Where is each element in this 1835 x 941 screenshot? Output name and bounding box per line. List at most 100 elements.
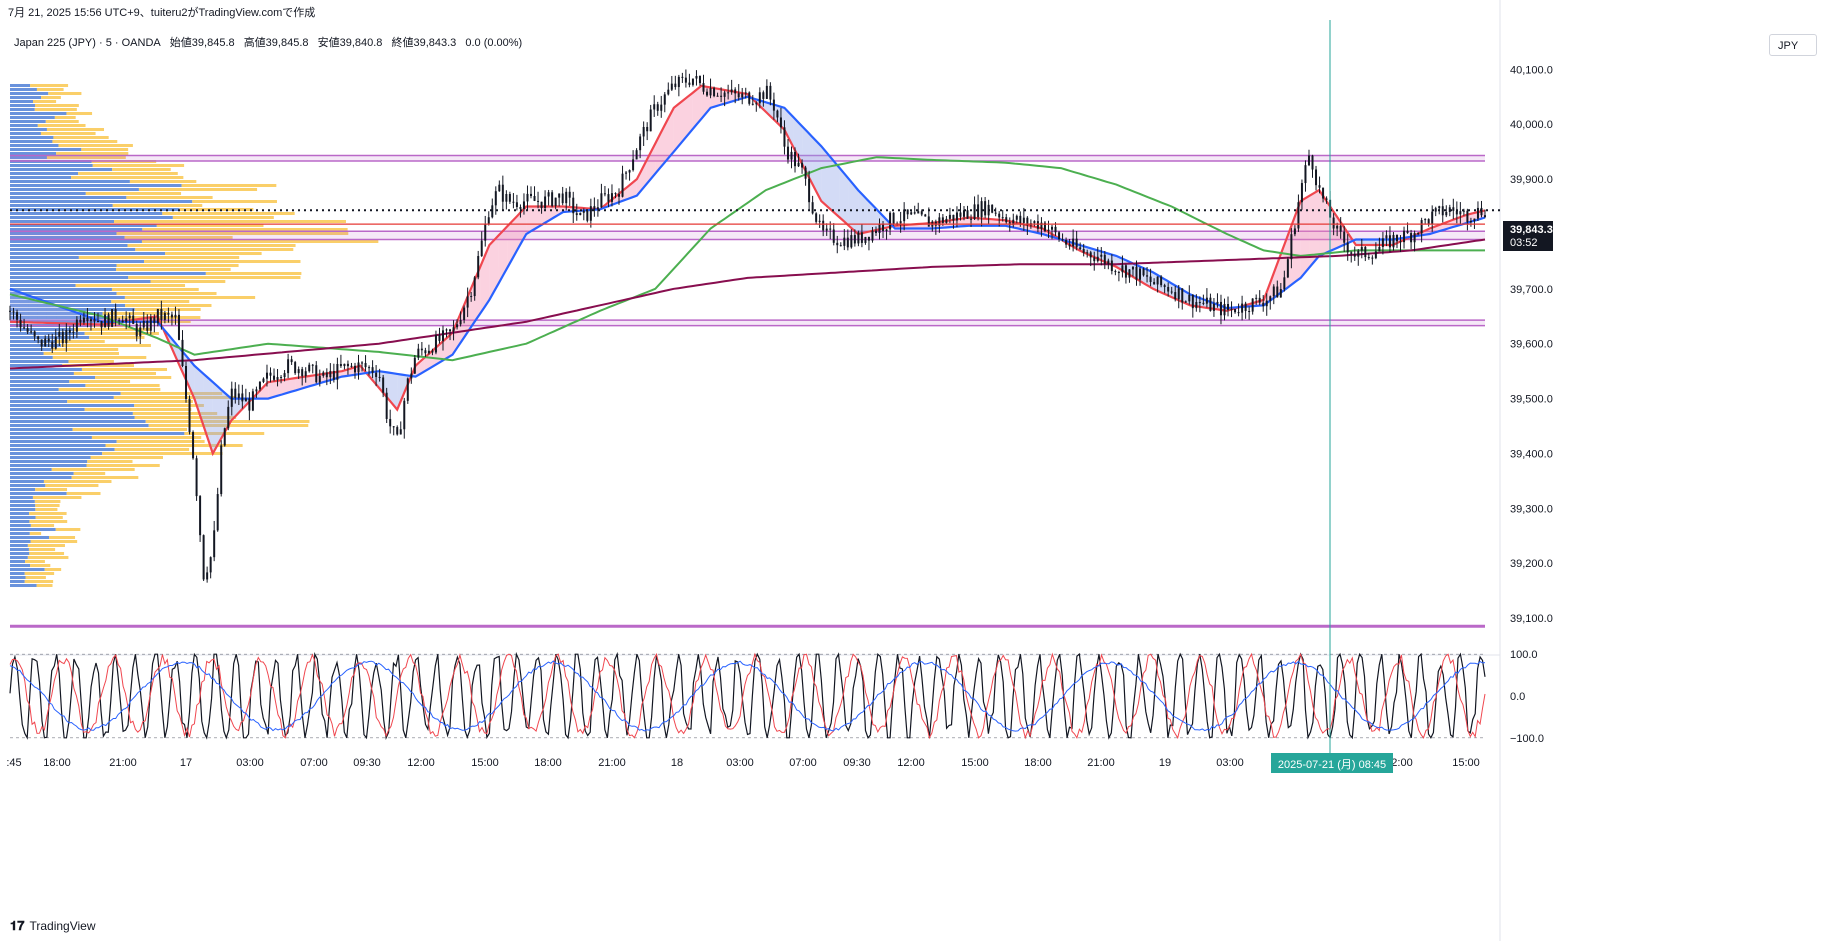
candle-body <box>1431 211 1434 224</box>
price-axis[interactable]: 40,100.040,000.039,900.039,800.039,700.0… <box>1510 64 1553 625</box>
candle-body <box>206 572 209 580</box>
volume-profile-down-bar <box>126 196 213 199</box>
candle-body <box>1480 207 1483 216</box>
volume-profile-up-bar <box>10 232 117 235</box>
candle-body <box>579 212 582 216</box>
candle-body <box>1244 303 1247 312</box>
candle-body <box>1251 298 1254 312</box>
candle-body <box>653 104 656 110</box>
candle-body <box>329 370 332 378</box>
volume-profile-up-bar <box>10 492 67 495</box>
volume-profile-up-bar <box>10 400 68 403</box>
volume-profile-up-bar <box>10 412 133 415</box>
candle-body <box>75 319 78 332</box>
candle-body <box>924 214 927 217</box>
symbol-name[interactable]: Japan 225 (JPY) · 5 · OANDA <box>14 37 161 49</box>
candle-body <box>1469 221 1472 223</box>
candle-body <box>192 432 195 459</box>
high-value: 高値39,845.8 <box>243 37 309 49</box>
candle-body <box>104 314 107 328</box>
candle-body <box>892 212 895 224</box>
volume-profile-down-bar <box>113 396 235 399</box>
volume-profile-up-bar <box>10 536 50 539</box>
candle-body <box>315 365 318 383</box>
candle-body <box>378 376 381 378</box>
time-tick-label: 18:00 <box>534 757 562 769</box>
volume-profile-up-bar <box>10 116 55 119</box>
candle-body <box>336 363 339 380</box>
volume-profile-up-bar <box>10 272 206 275</box>
candle-body <box>37 336 40 340</box>
candle-body <box>790 151 793 160</box>
volume-profile-down-bar <box>54 116 76 119</box>
candle-body <box>1265 300 1268 307</box>
volume-profile-down-bar <box>51 468 135 471</box>
volume-profile-down-bar <box>35 488 68 491</box>
price-tick-label: 39,200.0 <box>1510 558 1553 570</box>
currency-selector[interactable]: JPY <box>1769 34 1817 56</box>
candle-body <box>170 314 173 318</box>
candle-body <box>44 338 47 347</box>
candle-body <box>1089 252 1092 258</box>
candle-body <box>758 92 761 104</box>
volume-profile-down-bar <box>40 132 96 135</box>
candle-body <box>167 313 170 315</box>
volume-profile-up-bar <box>10 528 56 531</box>
candle-body <box>294 362 297 374</box>
volume-profile-down-bar <box>78 256 240 259</box>
candle-body <box>1061 239 1064 241</box>
time-tick-label: 03:00 <box>1216 757 1244 769</box>
candle-body <box>720 95 723 97</box>
volume-profile-down-bar <box>71 176 184 179</box>
brand-name: TradingView <box>29 919 96 933</box>
close-value: 終値39,843.3 <box>391 37 457 49</box>
ribbon-segment <box>839 168 849 226</box>
candle-body <box>1269 296 1272 301</box>
candle-body <box>586 210 589 221</box>
ribbon-segment <box>1272 250 1283 299</box>
volume-profile-down-bar <box>25 576 46 579</box>
candle-body <box>730 89 733 93</box>
volume-profile-down-bar <box>36 584 53 587</box>
candle-body <box>449 329 452 332</box>
crosshair-date-label: 2025-07-21 (月) 08:45 <box>1278 759 1386 771</box>
volume-profile-down-bar <box>74 328 152 331</box>
tradingview-brand[interactable]: 𝟏𝟕 TradingView <box>10 918 96 934</box>
volume-profile-up-bar <box>10 236 125 239</box>
candle-body <box>86 317 89 322</box>
volume-profile-down-bar <box>162 212 295 215</box>
volume-profile-up-bar <box>10 564 31 567</box>
candle-body <box>417 348 420 358</box>
candle-body <box>213 530 216 558</box>
candle-body <box>959 212 962 217</box>
price-tick-label: 39,900.0 <box>1510 174 1553 186</box>
volume-profile-down-bar <box>111 288 199 291</box>
candle-body <box>153 317 156 324</box>
candle-body <box>216 494 219 531</box>
ma-mid-line <box>9 95 1486 400</box>
volume-profile-up-bar <box>10 328 75 331</box>
candle-body <box>530 193 533 197</box>
volume-profile-down-bar <box>73 472 106 475</box>
volume-profile-up-bar <box>10 516 36 519</box>
volume-profile-down-bar <box>52 356 147 359</box>
candle-body <box>1343 231 1346 243</box>
candle-body <box>118 320 121 322</box>
candle-body <box>385 392 388 419</box>
volume-profile-up-bar <box>10 460 88 463</box>
volume-profile-up-bar <box>10 128 47 131</box>
time-axis[interactable]: :45 18:00 21:00 17 03:00 07:00 09:30 12:00 15:00… <box>6 757 1479 769</box>
candle-body <box>68 330 71 333</box>
candle-body <box>195 458 198 497</box>
ribbon-segment <box>1319 190 1329 256</box>
volume-profile-up-bar <box>10 256 79 259</box>
candle-body <box>1424 219 1427 221</box>
volume-profile-up-bar <box>10 176 72 179</box>
volume-profile-up-bar <box>10 416 135 419</box>
candle-body <box>1022 217 1025 223</box>
price-tick-label: 39,700.0 <box>1510 284 1553 296</box>
candle-body <box>512 201 515 203</box>
volume-profile-down-bar <box>30 540 78 543</box>
volume-profile-down-bar <box>116 268 231 271</box>
